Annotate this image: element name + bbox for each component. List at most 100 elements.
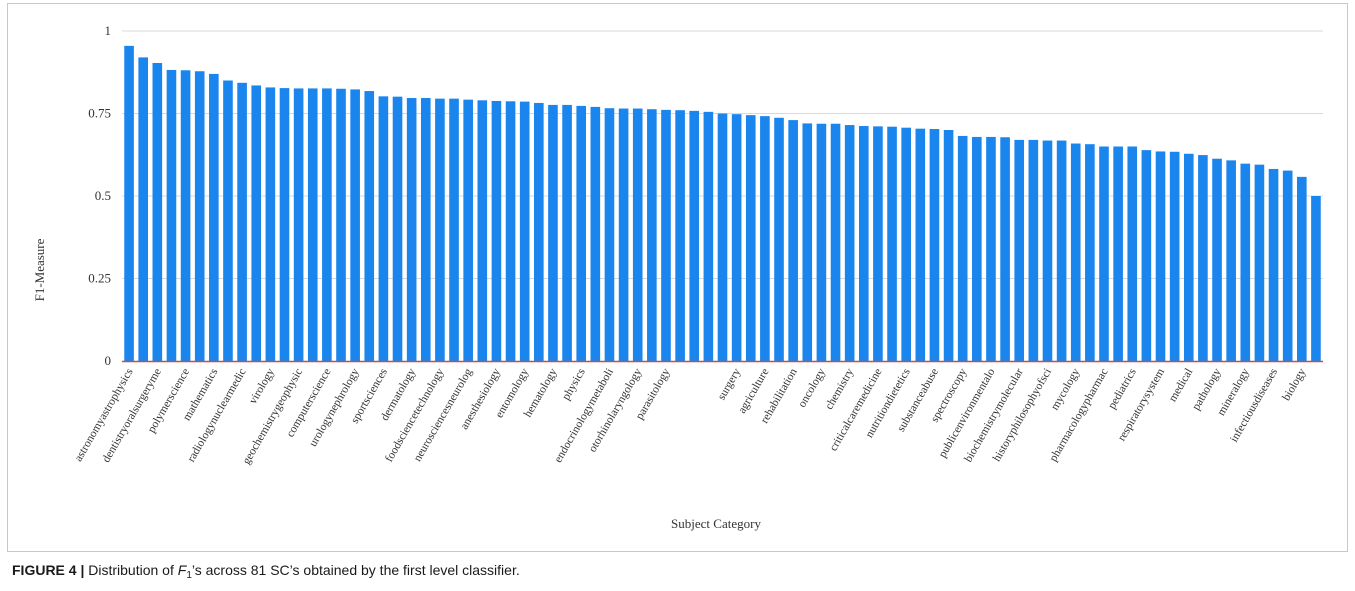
bar: [830, 123, 841, 361]
bar: [1056, 140, 1067, 361]
bar: [477, 100, 488, 362]
bar: [1028, 139, 1039, 361]
y-tick-label: 0.5: [95, 188, 111, 203]
y-axis-ticks: 0 0.25 0.5 0.75 1: [88, 23, 111, 368]
bar: [618, 108, 629, 361]
y-tick-label: 0.25: [88, 271, 111, 286]
bar: [180, 70, 191, 362]
bar: [858, 126, 869, 361]
x-tick-label: medical: [1167, 367, 1196, 405]
bar: [816, 123, 827, 361]
bar: [194, 71, 205, 361]
bar: [901, 127, 911, 361]
bar: [1268, 168, 1279, 361]
x-tick-label: pharmacologypharmac: [1048, 367, 1111, 464]
bar: [774, 117, 784, 361]
y-tick-label: 1: [105, 23, 112, 38]
bar: [1099, 146, 1109, 361]
bar: [647, 109, 657, 362]
bar: [1297, 176, 1307, 361]
bar: [802, 123, 813, 362]
bar: [237, 82, 247, 361]
bar: [604, 108, 615, 361]
bar: [957, 135, 968, 361]
bar: [788, 120, 798, 361]
caption-text-after: ’s across 81 SC’s obtained by the first …: [191, 562, 520, 578]
bar: [265, 87, 276, 362]
bar: [420, 97, 431, 362]
bar: [675, 110, 685, 361]
bar: [406, 97, 417, 362]
bar: [293, 88, 304, 362]
bars: [124, 45, 1321, 362]
x-tick-label: physics: [560, 366, 588, 402]
bar: [1254, 164, 1265, 361]
bar: [209, 73, 219, 362]
bar: [943, 130, 954, 361]
x-tick-label: oncology: [796, 366, 828, 409]
bar: [491, 100, 502, 362]
bar: [844, 125, 855, 361]
caption-label: FIGURE 4 |: [12, 562, 85, 578]
bar: [760, 116, 770, 361]
bar: [223, 80, 233, 361]
bar: [590, 106, 601, 362]
bar: [632, 108, 643, 361]
bar: [1155, 151, 1166, 361]
bar: [435, 98, 445, 362]
x-tick-label: biology: [1280, 366, 1308, 403]
bar: [915, 128, 926, 361]
figure-caption: FIGURE 4 | Distribution of F1’s across 8…: [12, 562, 1342, 581]
bar: [1240, 163, 1251, 361]
bar: [576, 105, 587, 361]
bar: [689, 110, 700, 361]
y-axis-title: F1-Measure: [32, 238, 47, 301]
x-tick-label: criticalcaremedicine: [828, 367, 885, 454]
bar: [731, 114, 742, 361]
bar: [138, 57, 148, 362]
bar: [745, 115, 756, 362]
bar: [166, 69, 177, 361]
caption-text-before: Distribution of: [84, 562, 178, 578]
bar: [378, 96, 389, 361]
bar: [1169, 151, 1180, 361]
bar: [279, 88, 290, 361]
bar: [322, 88, 332, 362]
bar: [1212, 158, 1222, 361]
bar: [350, 89, 360, 361]
bar: [703, 111, 714, 361]
bar: [1127, 146, 1138, 361]
bar: [505, 101, 516, 361]
bar: [929, 129, 940, 361]
bar: [364, 91, 375, 361]
bar: [1198, 155, 1208, 361]
y-tick-label: 0.75: [88, 106, 111, 121]
bar: [1000, 137, 1010, 361]
bar: [449, 98, 459, 362]
bar: [251, 85, 262, 361]
bar: [392, 96, 403, 362]
bar: [1014, 139, 1025, 361]
bar: [307, 88, 318, 362]
bar: [1183, 153, 1194, 361]
bar: [463, 99, 473, 361]
bar: [972, 136, 982, 361]
bar: [124, 45, 134, 361]
x-tick-label: virology: [247, 366, 277, 406]
bar: [548, 104, 558, 362]
bar: [887, 126, 897, 361]
bar: [1311, 196, 1321, 361]
bar: [534, 102, 544, 361]
caption-symbol-subscript: 1: [186, 570, 192, 581]
bar: [562, 104, 572, 362]
bar: [1070, 143, 1081, 361]
bar: [873, 126, 883, 362]
bar: [1282, 170, 1293, 361]
x-axis-title: Subject Category: [671, 516, 761, 531]
y-tick-label: 0: [105, 353, 112, 368]
x-axis-ticks: astronomyastrophysicsdentistryoralsurger…: [73, 366, 1309, 466]
bar: [1042, 140, 1053, 361]
bar: [661, 109, 671, 362]
bar: [1113, 146, 1123, 361]
